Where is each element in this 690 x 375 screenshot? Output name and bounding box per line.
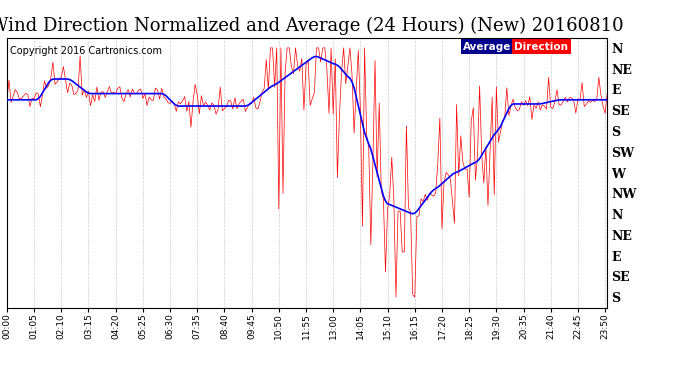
Title: Wind Direction Normalized and Average (24 Hours) (New) 20160810: Wind Direction Normalized and Average (2… — [0, 16, 624, 34]
Text: Average: Average — [463, 42, 511, 51]
Text: Copyright 2016 Cartronics.com: Copyright 2016 Cartronics.com — [10, 46, 162, 56]
Text: Direction: Direction — [514, 42, 568, 51]
